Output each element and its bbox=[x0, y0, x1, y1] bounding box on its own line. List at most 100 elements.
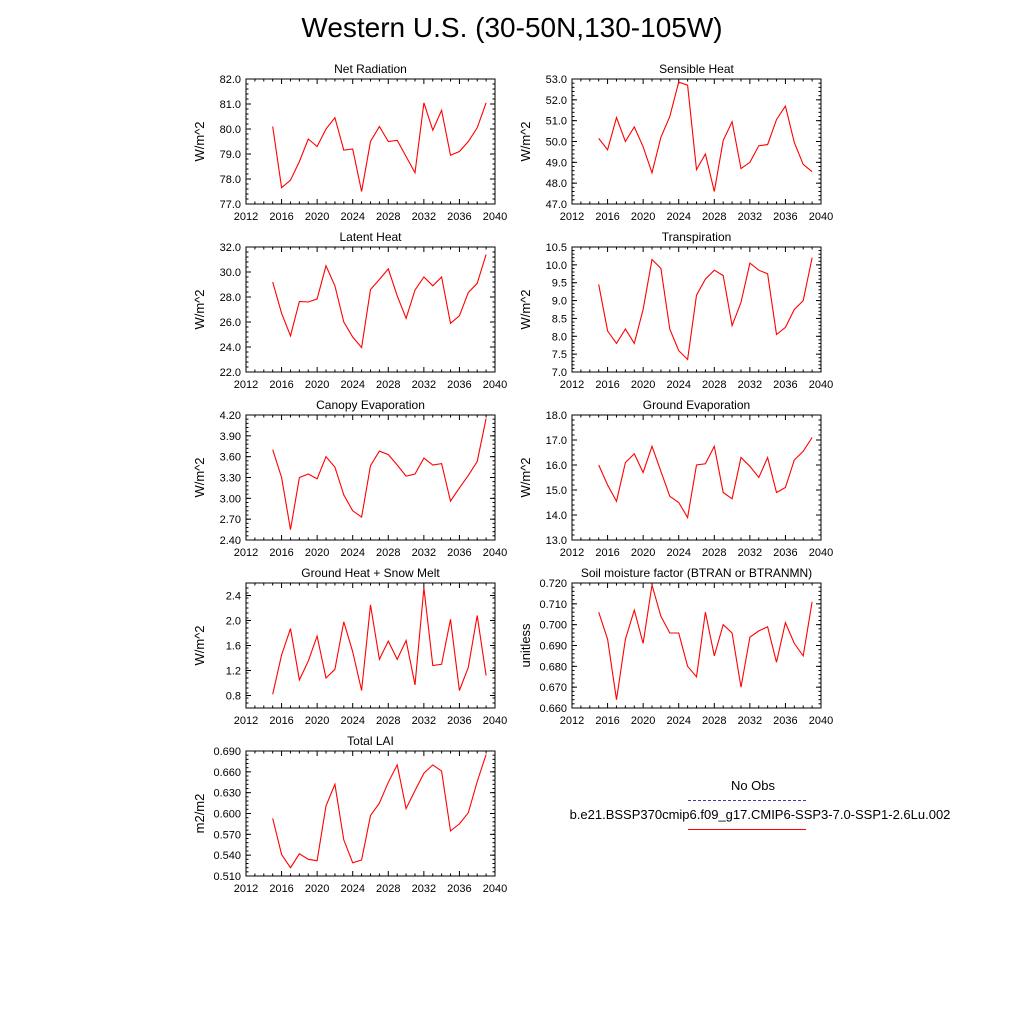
x-tick-label: 2020 bbox=[631, 547, 655, 559]
panel-4: Transpiration W/m^2 2012 2016 2020 2024 2028 20… bbox=[518, 230, 833, 391]
series-line bbox=[598, 81, 813, 192]
x-tick-label: 2032 bbox=[738, 379, 762, 391]
y-tick-label: 3.60 bbox=[220, 452, 241, 464]
x-tick-label: 2028 bbox=[702, 211, 726, 223]
series-line bbox=[598, 584, 813, 700]
x-tick-label: 2024 bbox=[340, 211, 364, 223]
plot-frame bbox=[245, 414, 496, 541]
y-tick-label: 0.600 bbox=[213, 809, 241, 821]
x-tick-label: 2012 bbox=[560, 547, 584, 559]
y-axis-label: unitless bbox=[518, 623, 533, 668]
y-tick-label: 9.5 bbox=[552, 278, 567, 290]
panel-3: Latent Heat W/m^2 2012 2016 2020 2024 2028 2032… bbox=[192, 230, 507, 391]
x-tick-label: 2024 bbox=[666, 547, 690, 559]
x-tick-label: 2040 bbox=[483, 379, 507, 391]
x-tick-label: 2036 bbox=[773, 715, 797, 727]
panel-1: Net Radiation W/m^2 2012 2016 2020 2024 2028 20… bbox=[192, 62, 507, 223]
x-tick-label: 2016 bbox=[269, 883, 293, 895]
x-tick-label: 2028 bbox=[702, 379, 726, 391]
x-tick-label: 2028 bbox=[702, 715, 726, 727]
y-axis-label: W/m^2 bbox=[192, 121, 207, 161]
y-tick-label: 22.0 bbox=[220, 367, 241, 379]
y-axis-label: W/m^2 bbox=[518, 289, 533, 329]
x-tick-label: 2020 bbox=[631, 379, 655, 391]
panel-title: Latent Heat bbox=[339, 230, 402, 244]
panel-title: Soil moisture factor (BTRAN or BTRANMN) bbox=[581, 566, 812, 580]
x-tick-label: 2024 bbox=[340, 883, 364, 895]
x-tick-label: 2032 bbox=[412, 715, 436, 727]
y-tick-label: 80.0 bbox=[220, 124, 241, 136]
y-axis-label: m2/m2 bbox=[192, 794, 207, 834]
x-tick-label: 2020 bbox=[631, 211, 655, 223]
y-tick-label: 47.0 bbox=[546, 199, 567, 211]
plot-frame bbox=[571, 582, 822, 709]
x-tick-label: 2040 bbox=[483, 547, 507, 559]
x-tick-label: 2020 bbox=[305, 211, 329, 223]
x-tick-label: 2032 bbox=[412, 547, 436, 559]
y-tick-label: 51.0 bbox=[546, 116, 567, 128]
y-tick-label: 9.0 bbox=[552, 296, 567, 308]
x-tick-label: 2020 bbox=[305, 715, 329, 727]
x-tick-label: 2012 bbox=[234, 883, 258, 895]
x-tick-label: 2040 bbox=[809, 715, 833, 727]
y-axis-label: W/m^2 bbox=[192, 289, 207, 329]
panel-9: Total LAI m2/m2 2012 2016 2020 2024 2028 2032 20… bbox=[192, 734, 507, 895]
x-tick-label: 2040 bbox=[483, 715, 507, 727]
y-axis-label: W/m^2 bbox=[192, 457, 207, 497]
panel-title: Ground Evaporation bbox=[643, 398, 750, 412]
x-tick-label: 2016 bbox=[269, 211, 293, 223]
legend: No Obs b.e21.BSSP370cmip6.f09_g17.CMIP6-… bbox=[520, 778, 1000, 830]
y-tick-label: 0.540 bbox=[213, 850, 241, 862]
y-tick-label: 49.0 bbox=[546, 157, 567, 169]
series-line bbox=[598, 257, 813, 361]
y-tick-label: 15.0 bbox=[546, 485, 567, 497]
x-tick-label: 2036 bbox=[447, 379, 471, 391]
y-tick-label: 1.2 bbox=[226, 666, 241, 678]
y-tick-label: 32.0 bbox=[220, 242, 241, 254]
y-tick-label: 79.0 bbox=[220, 149, 241, 161]
x-tick-label: 2032 bbox=[738, 715, 762, 727]
y-tick-label: 13.0 bbox=[546, 535, 567, 547]
x-tick-label: 2016 bbox=[269, 379, 293, 391]
y-axis-label: W/m^2 bbox=[518, 121, 533, 161]
y-tick-label: 10.5 bbox=[546, 242, 567, 254]
x-tick-label: 2020 bbox=[631, 715, 655, 727]
plot-frame bbox=[571, 246, 822, 373]
y-tick-label: 1.6 bbox=[226, 641, 241, 653]
x-tick-label: 2016 bbox=[595, 211, 619, 223]
x-tick-label: 2028 bbox=[702, 547, 726, 559]
y-tick-label: 18.0 bbox=[546, 410, 567, 422]
y-tick-label: 0.680 bbox=[539, 661, 567, 673]
panel-5: Canopy Evaporation W/m^2 2012 2016 2020 2024 2… bbox=[192, 398, 507, 559]
x-tick-label: 2028 bbox=[376, 547, 400, 559]
legend-case-line bbox=[688, 829, 806, 830]
y-tick-label: 2.40 bbox=[220, 535, 241, 547]
x-tick-label: 2036 bbox=[447, 715, 471, 727]
series-line bbox=[272, 418, 487, 530]
x-tick-label: 2016 bbox=[269, 547, 293, 559]
series-line bbox=[272, 754, 487, 869]
x-tick-label: 2020 bbox=[305, 379, 329, 391]
y-axis-label: W/m^2 bbox=[192, 625, 207, 665]
y-tick-label: 10.0 bbox=[546, 260, 567, 272]
y-tick-label: 3.90 bbox=[220, 431, 241, 443]
x-tick-label: 2028 bbox=[376, 379, 400, 391]
x-tick-label: 2020 bbox=[305, 547, 329, 559]
x-tick-label: 2036 bbox=[773, 211, 797, 223]
y-tick-label: 52.0 bbox=[546, 95, 567, 107]
y-tick-label: 2.0 bbox=[226, 616, 241, 628]
panel-title: Total LAI bbox=[347, 734, 394, 748]
y-tick-label: 4.20 bbox=[220, 410, 241, 422]
y-tick-label: 24.0 bbox=[220, 342, 241, 354]
legend-case-label: b.e21.BSSP370cmip6.f09_g17.CMIP6-SSP3-7.… bbox=[569, 807, 951, 822]
x-tick-label: 2032 bbox=[412, 379, 436, 391]
y-tick-label: 26.0 bbox=[220, 317, 241, 329]
y-tick-label: 17.0 bbox=[546, 435, 567, 447]
y-tick-label: 0.700 bbox=[539, 620, 567, 632]
panel-title: Sensible Heat bbox=[659, 62, 734, 76]
y-tick-label: 2.70 bbox=[220, 514, 241, 526]
x-tick-label: 2036 bbox=[447, 211, 471, 223]
x-tick-label: 2028 bbox=[376, 715, 400, 727]
y-tick-label: 0.690 bbox=[213, 746, 241, 758]
